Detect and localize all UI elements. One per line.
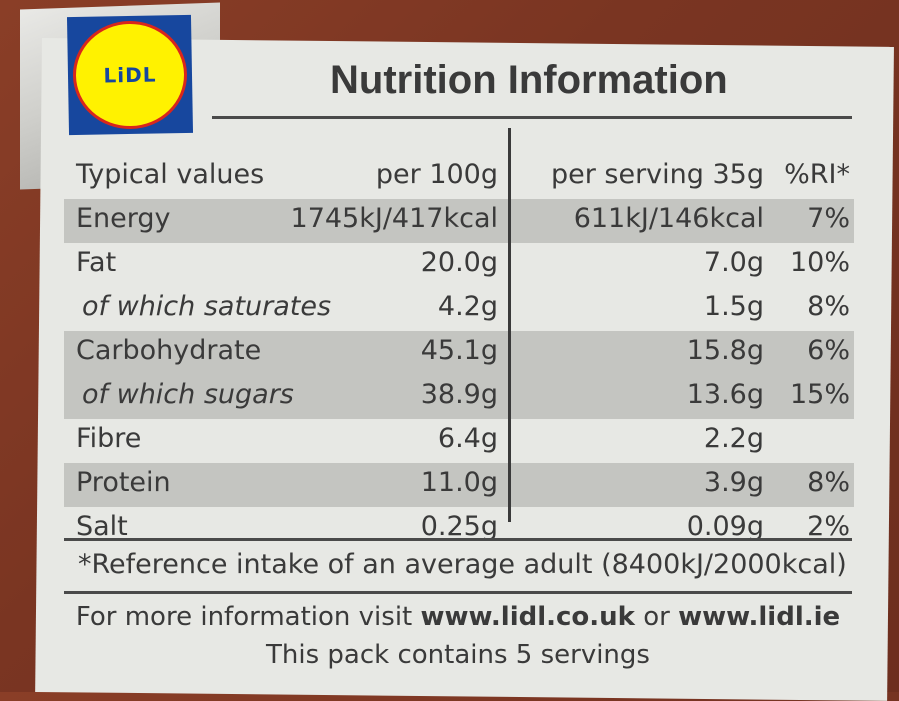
value-per-100g: 11.0g [420, 467, 498, 498]
value-per-serving: 7.0g [703, 247, 764, 278]
value-ri: 15% [789, 379, 850, 410]
value-per-100g: 38.9g [420, 379, 498, 410]
title-divider [212, 116, 852, 119]
header-per-100g: per 100g [375, 159, 498, 190]
header-ri: %RI* [784, 159, 850, 190]
header-per-serving: per serving 35g [550, 159, 764, 190]
reference-intake-box: *Reference intake of an average adult (8… [64, 538, 852, 594]
nutrient-label: Fat [76, 247, 117, 278]
nutrient-label: Salt [76, 511, 128, 542]
table-row: Energy 1745kJ/417kcal 611kJ/146kcal 7% [64, 199, 854, 243]
value-ri: 6% [807, 335, 850, 366]
value-ri: 2% [807, 511, 850, 542]
value-per-serving: 1.5g [703, 291, 764, 322]
value-per-100g: 45.1g [420, 335, 498, 366]
header-typical-values: Typical values [76, 159, 265, 190]
logo-text: LiDL [103, 62, 157, 88]
logo-circle: LiDL [72, 20, 188, 130]
value-per-100g: 4.2g [437, 291, 498, 322]
table-row: Carbohydrate 45.1g 15.8g 6% [64, 331, 854, 375]
value-per-serving: 3.9g [703, 467, 764, 498]
table-row: Protein 11.0g 3.9g 8% [64, 463, 854, 507]
value-per-100g: 1745kJ/417kcal [290, 203, 498, 234]
link-lidl-co-uk[interactable]: www.lidl.co.uk [420, 602, 635, 632]
value-per-serving: 13.6g [686, 379, 764, 410]
value-per-serving: 15.8g [686, 335, 764, 366]
table-header-row: Typical values per 100g per serving 35g … [64, 155, 854, 199]
value-ri: 10% [789, 247, 850, 278]
link-lidl-ie[interactable]: www.lidl.ie [678, 602, 841, 632]
table-row: Salt 0.25g 0.09g 2% [64, 507, 854, 551]
nutrient-label: Carbohydrate [76, 335, 262, 366]
servings-note: This pack contains 5 servings [266, 640, 650, 670]
nutrient-label: Energy [76, 203, 171, 234]
nutrient-label: of which saturates [82, 291, 332, 322]
nutrition-table: Typical values per 100g per serving 35g … [64, 155, 854, 551]
table-row: of which saturates 4.2g 1.5g 8% [64, 287, 854, 331]
value-per-serving: 0.09g [686, 511, 764, 542]
nutrient-label: Fibre [76, 423, 142, 454]
value-ri: 7% [807, 203, 850, 234]
value-ri: 8% [807, 291, 850, 322]
more-info-prefix: For more information visit [75, 602, 413, 632]
table-row: Fat 20.0g 7.0g 10% [64, 243, 854, 287]
more-info: For more information visit www.lidl.co.u… [64, 598, 852, 674]
more-info-or: or [643, 602, 670, 632]
more-info-line: For more information visit www.lidl.co.u… [64, 598, 852, 636]
reference-intake-note: *Reference intake of an average adult (8… [78, 549, 847, 580]
nutrient-label: of which sugars [82, 379, 294, 410]
page-title: Nutrition Information [330, 58, 728, 102]
nutrient-label: Protein [76, 467, 171, 498]
value-per-serving: 2.2g [703, 423, 764, 454]
table-row: of which sugars 38.9g 13.6g 15% [64, 375, 854, 419]
column-divider [508, 128, 511, 522]
value-per-100g: 6.4g [437, 423, 498, 454]
table-body: Energy 1745kJ/417kcal 611kJ/146kcal 7% Fat 20… [64, 199, 854, 551]
value-ri: 8% [807, 467, 850, 498]
value-per-100g: 0.25g [420, 511, 498, 542]
lidl-logo: LiDL [66, 14, 194, 136]
table-row: Fibre 6.4g 2.2g [64, 419, 854, 463]
value-per-serving: 611kJ/146kcal [573, 203, 764, 234]
value-per-100g: 20.0g [420, 247, 498, 278]
